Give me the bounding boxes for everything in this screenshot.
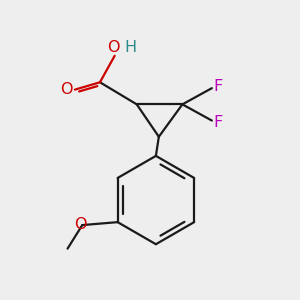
- Text: O: O: [60, 82, 73, 97]
- Text: O: O: [74, 217, 86, 232]
- Text: F: F: [214, 79, 223, 94]
- Text: O: O: [107, 40, 119, 55]
- Text: F: F: [214, 115, 223, 130]
- Text: H: H: [124, 40, 136, 55]
